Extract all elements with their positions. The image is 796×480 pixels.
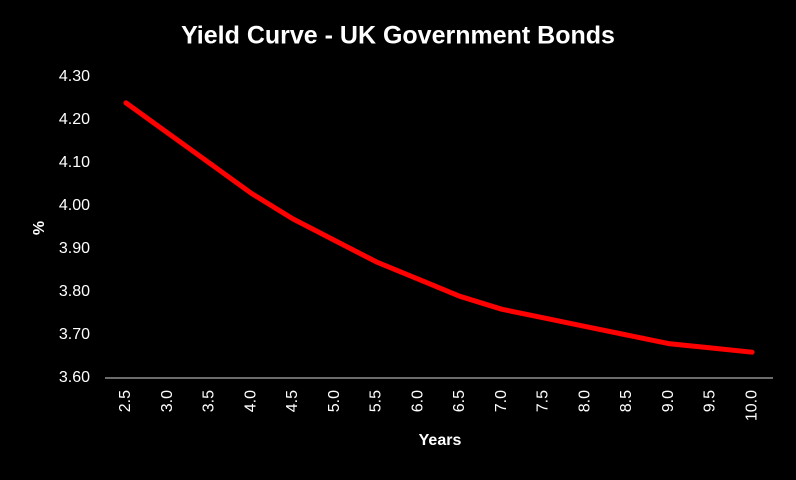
y-tick-label: 3.60 <box>59 369 90 386</box>
x-tick-label: 5.0 <box>326 390 343 412</box>
x-tick-label: 10.0 <box>743 390 760 421</box>
x-tick-label: 6.0 <box>409 390 426 412</box>
y-tick-label: 3.80 <box>59 283 90 300</box>
y-tick-label: 4.20 <box>59 111 90 128</box>
x-tick-label: 2.5 <box>117 390 134 412</box>
x-tick-label: 3.5 <box>201 390 218 412</box>
x-tick-label: 8.0 <box>576 390 593 412</box>
y-axis-title: % <box>31 221 48 235</box>
x-tick-label: 9.5 <box>702 390 719 412</box>
x-tick-label: 6.5 <box>451 390 468 412</box>
y-tick-label: 3.70 <box>59 326 90 343</box>
x-axis-title: Years <box>419 432 462 449</box>
y-tick-label: 4.30 <box>59 68 90 85</box>
x-tick-label: 8.5 <box>618 390 635 412</box>
line-series <box>123 100 755 355</box>
x-tick-label: 7.0 <box>493 390 510 412</box>
x-tick-label: 3.0 <box>159 390 176 412</box>
x-tick-label: 7.5 <box>535 390 552 412</box>
x-tick-label: 4.0 <box>242 390 259 412</box>
y-tick-label: 4.10 <box>59 154 90 171</box>
x-tick-label: 9.0 <box>660 390 677 412</box>
y-tick-label: 4.00 <box>59 197 90 214</box>
chart-title: Yield Curve - UK Government Bonds <box>181 22 615 50</box>
y-tick-label: 3.90 <box>59 240 90 257</box>
x-tick-label: 5.5 <box>368 390 385 412</box>
x-tick-label: 4.5 <box>284 390 301 412</box>
